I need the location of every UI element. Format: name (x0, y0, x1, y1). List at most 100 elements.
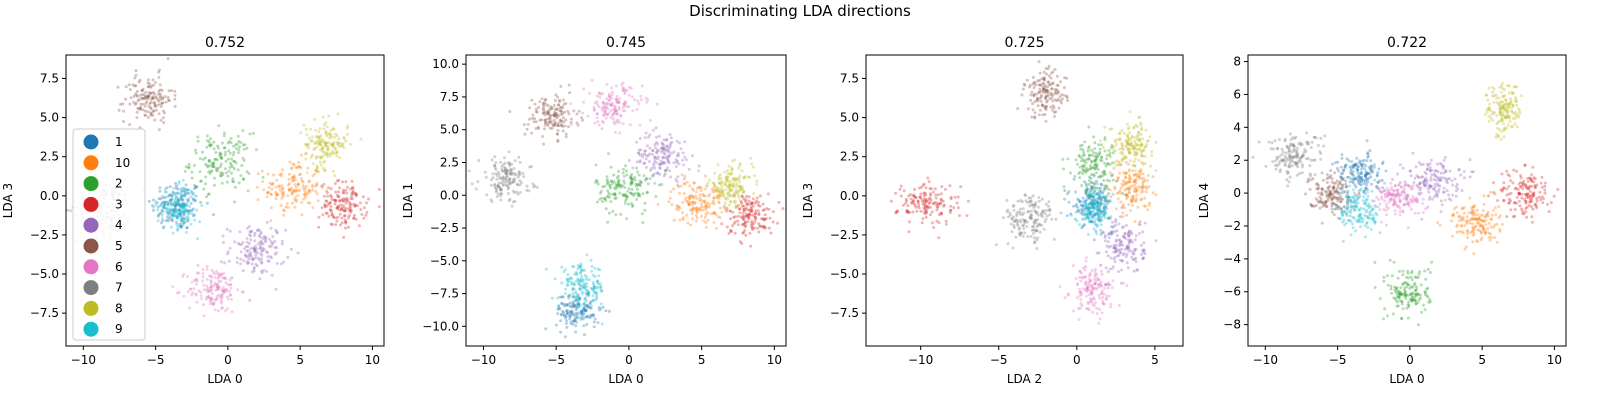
data-point (180, 205, 184, 208)
data-point (1079, 147, 1083, 151)
data-point (923, 212, 927, 216)
data-point (1110, 232, 1114, 236)
data-point (580, 116, 584, 120)
data-point (1142, 249, 1146, 253)
data-point (185, 226, 189, 230)
data-point (725, 206, 729, 210)
data-point (929, 198, 933, 202)
data-point (330, 135, 334, 139)
data-point (193, 148, 197, 152)
data-point (1102, 179, 1106, 182)
data-point (1128, 142, 1132, 146)
data-point (332, 151, 336, 155)
data-point (661, 142, 664, 146)
data-point (731, 224, 735, 228)
data-point (128, 88, 132, 91)
data-point (1349, 168, 1353, 172)
data-point (1089, 211, 1093, 215)
data-point (218, 295, 222, 299)
data-point (610, 96, 613, 100)
data-point (621, 193, 625, 197)
data-point (177, 203, 181, 207)
data-point (181, 198, 185, 202)
data-point (1079, 279, 1083, 283)
data-point (1349, 166, 1353, 170)
data-point (1484, 223, 1488, 227)
data-point (1088, 288, 1092, 292)
data-point (1090, 300, 1094, 304)
data-point (1360, 163, 1364, 167)
data-point (1033, 203, 1037, 207)
data-point (627, 159, 631, 162)
data-point (1103, 172, 1107, 176)
data-point (233, 200, 237, 204)
data-point (738, 215, 742, 219)
data-point (607, 95, 611, 99)
data-point (939, 192, 943, 196)
data-point (1029, 93, 1033, 97)
data-point (1043, 212, 1047, 216)
data-point (1120, 281, 1123, 285)
data-point (508, 162, 512, 166)
data-point (1498, 229, 1502, 233)
data-point (582, 324, 586, 328)
data-point (296, 189, 300, 193)
data-point (1095, 225, 1099, 229)
data-point (1046, 89, 1049, 92)
data-point (1097, 153, 1100, 157)
data-point (570, 310, 574, 314)
data-point (1036, 104, 1040, 108)
data-point (351, 186, 355, 190)
data-point (344, 226, 347, 230)
data-point (662, 146, 666, 150)
data-point (1091, 206, 1095, 210)
data-point (755, 179, 759, 183)
data-point (1103, 234, 1107, 238)
data-point (1107, 283, 1111, 287)
data-point (1473, 211, 1476, 215)
data-point (1088, 277, 1092, 281)
data-point (329, 142, 333, 146)
cluster-5 (508, 83, 601, 146)
data-point (1029, 98, 1033, 102)
data-point (208, 164, 212, 168)
data-point (345, 196, 349, 200)
data-point (730, 171, 734, 175)
data-point (1018, 226, 1021, 230)
data-point (1088, 212, 1092, 216)
data-point (179, 189, 183, 193)
data-point (289, 188, 293, 192)
data-point (1120, 182, 1124, 186)
data-point (1105, 202, 1109, 205)
data-point (211, 301, 214, 305)
data-point (1089, 187, 1093, 191)
data-point (276, 193, 280, 197)
data-point (614, 112, 618, 116)
data-point (1135, 175, 1139, 179)
data-point (1034, 218, 1038, 222)
data-point (1103, 184, 1107, 188)
data-point (1470, 210, 1474, 214)
data-point (1095, 164, 1099, 168)
data-point (1359, 176, 1363, 180)
data-point (240, 290, 244, 294)
data-point (1012, 215, 1015, 219)
data-point (560, 302, 564, 306)
data-point (1470, 208, 1474, 212)
data-point (1023, 231, 1027, 235)
data-point (354, 203, 358, 207)
data-point (1354, 185, 1358, 189)
data-point (161, 96, 165, 100)
data-point (1125, 171, 1128, 175)
data-point (1128, 175, 1132, 179)
data-point (1138, 223, 1142, 227)
data-point (322, 160, 326, 164)
data-point (1125, 252, 1129, 256)
data-point (1141, 181, 1145, 185)
data-point (223, 288, 227, 292)
data-point (1042, 77, 1046, 81)
data-point (1099, 228, 1102, 232)
data-point (190, 293, 194, 297)
data-point (1124, 139, 1128, 143)
data-point (332, 198, 336, 202)
